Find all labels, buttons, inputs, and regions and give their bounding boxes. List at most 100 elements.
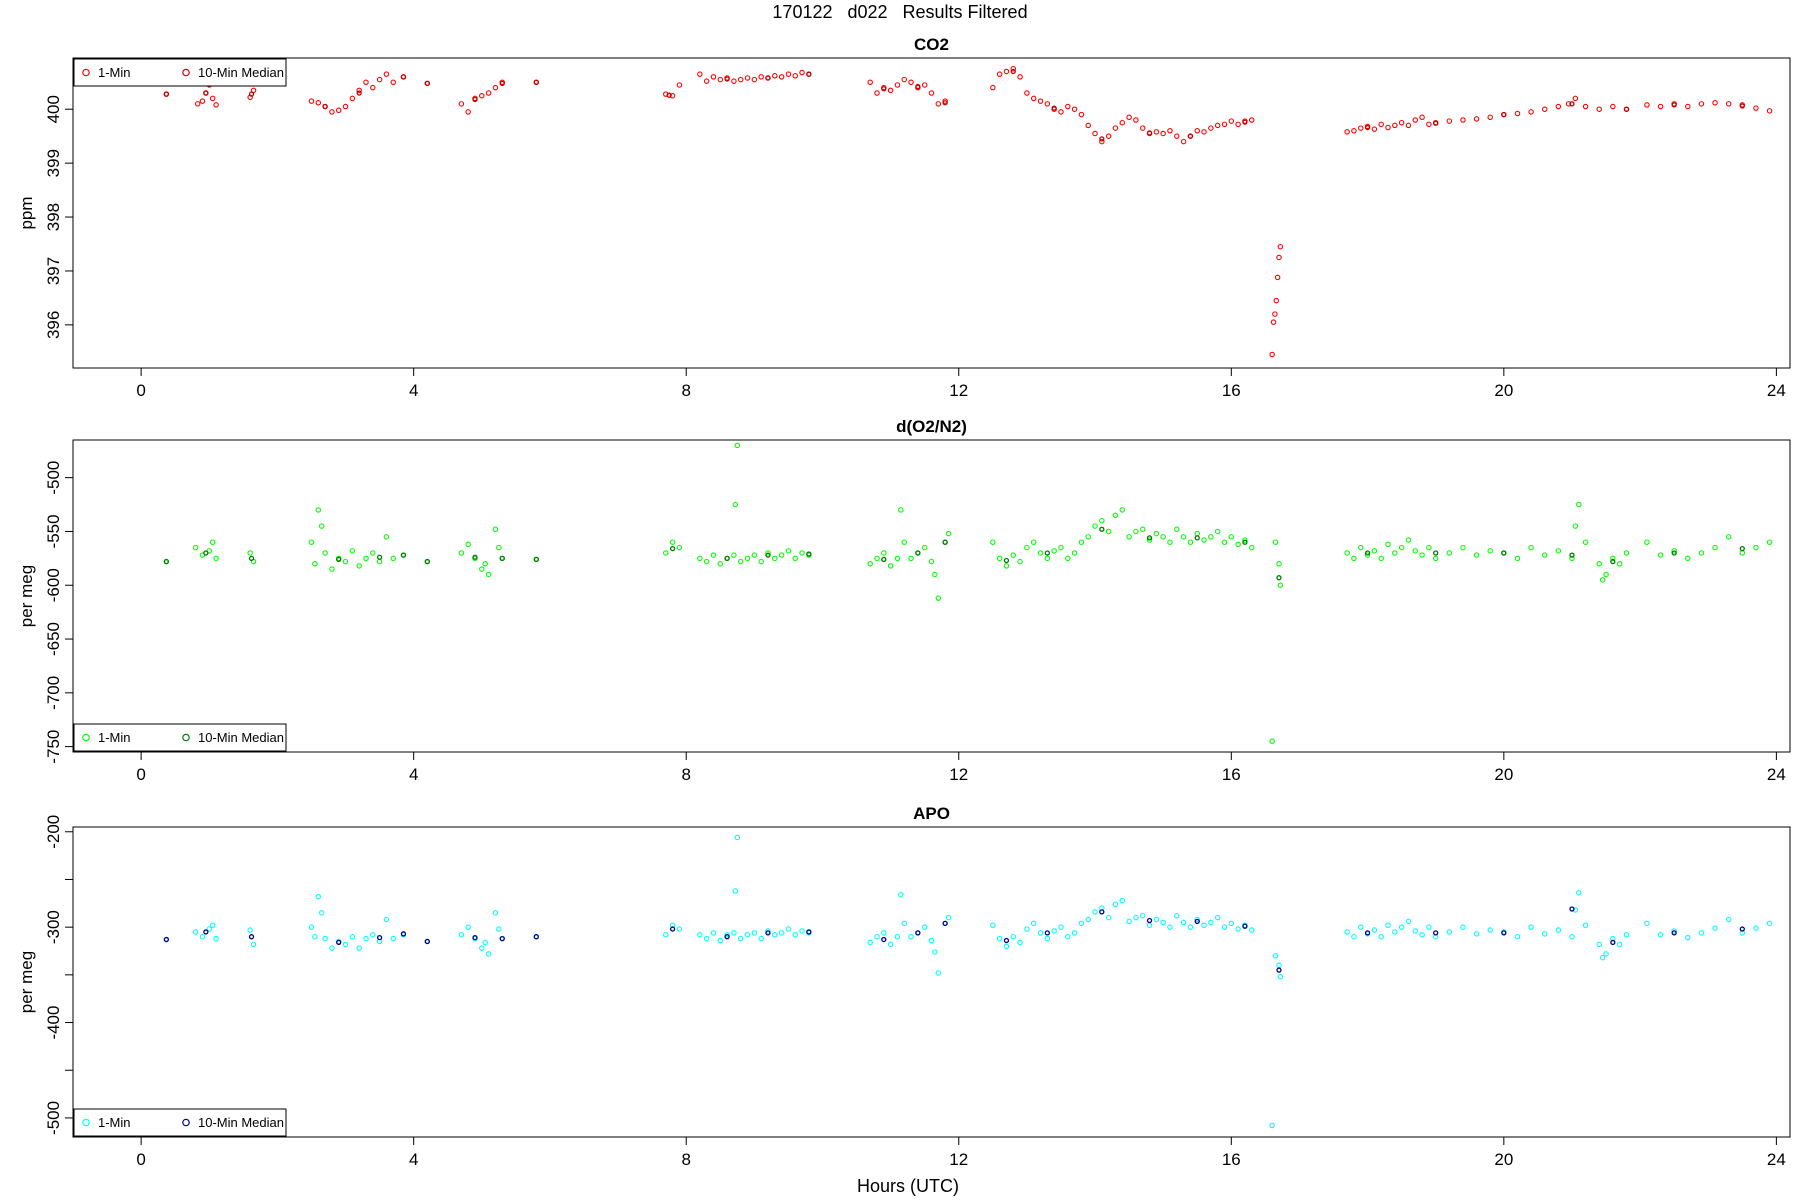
data-point: [1269, 738, 1275, 744]
data-point: [942, 920, 948, 926]
data-point: [935, 595, 942, 601]
data-point: [710, 74, 717, 80]
data-point: [349, 933, 356, 940]
data-point: [1139, 125, 1146, 131]
data-point: [772, 932, 778, 938]
data-point: [400, 74, 407, 80]
data-point: [785, 71, 792, 77]
data-point: [1405, 918, 1412, 925]
data-point: [744, 932, 751, 938]
data-point: [1405, 537, 1412, 543]
data-point: [935, 101, 942, 107]
data-point: [465, 541, 471, 548]
data-point: [1541, 552, 1548, 558]
data-point: [1753, 544, 1759, 551]
data-point: [1058, 924, 1064, 930]
data-point: [1126, 114, 1132, 121]
data-point: [1610, 558, 1616, 565]
data-point: [376, 76, 383, 83]
data-point: [785, 926, 792, 932]
x-tick-label: 4: [409, 765, 418, 784]
data-point: [1371, 548, 1378, 554]
data-point: [472, 934, 478, 941]
data-point: [676, 82, 683, 88]
legend-label: 10-Min Median: [198, 1115, 284, 1130]
data-point: [1208, 534, 1214, 540]
data-point: [663, 550, 669, 556]
data-point: [1685, 934, 1691, 941]
data-point: [1473, 931, 1480, 937]
data-point: [1201, 922, 1207, 928]
data-point: [1364, 930, 1371, 936]
data-point: [1657, 552, 1664, 558]
x-tick-label: 8: [681, 1150, 690, 1169]
data-point: [213, 935, 219, 942]
x-tick-label: 12: [949, 1150, 968, 1169]
data-point: [898, 891, 904, 898]
data-point: [1460, 924, 1466, 930]
data-point: [703, 78, 710, 84]
data-point: [928, 937, 935, 944]
data-point: [942, 98, 948, 104]
data-point: [356, 87, 362, 94]
data-point: [1432, 555, 1439, 562]
data-point: [376, 554, 383, 560]
x-tick-label: 4: [409, 1150, 418, 1169]
data-point: [1112, 512, 1119, 519]
x-tick-label: 20: [1494, 765, 1513, 784]
data-point: [1010, 68, 1016, 75]
data-point: [778, 930, 785, 936]
data-point: [1344, 929, 1350, 935]
data-point: [778, 74, 785, 80]
data-point: [383, 534, 390, 540]
legend: 1-Min 10-Min Median: [73, 1108, 287, 1137]
data-point: [990, 922, 996, 928]
data-point: [533, 556, 539, 563]
data-point: [315, 507, 322, 513]
data-point: [1276, 967, 1282, 973]
data-point: [1146, 130, 1153, 136]
data-point: [1371, 126, 1378, 132]
data-point: [533, 79, 539, 85]
data-point: [867, 79, 873, 86]
data-point: [209, 922, 216, 928]
data-point: [1657, 103, 1664, 110]
data-point: [1398, 924, 1405, 930]
data-point: [799, 69, 805, 76]
data-point: [765, 75, 771, 81]
data-point: [248, 555, 255, 561]
data-point: [717, 937, 724, 944]
data-point: [1392, 929, 1398, 935]
data-point: [1030, 539, 1037, 545]
data-point: [1572, 523, 1579, 529]
data-point: [1051, 928, 1057, 934]
x-tick-label: 20: [1494, 381, 1513, 400]
data-point: [458, 550, 465, 556]
y-tick-label: -500: [44, 461, 63, 495]
data-point: [356, 563, 362, 569]
data-point: [1569, 555, 1575, 562]
y-tick-label: 400: [44, 95, 63, 123]
x-tick-label: 8: [681, 381, 690, 400]
data-point: [1616, 560, 1623, 567]
data-point: [1698, 550, 1705, 556]
data-point: [1351, 933, 1357, 940]
data-point: [874, 555, 880, 562]
legend: 1-Min 10-Min Median: [73, 723, 287, 752]
data-point: [247, 927, 253, 933]
x-tick-label: 0: [136, 1150, 145, 1169]
data-point: [867, 939, 873, 946]
data-point: [1242, 119, 1248, 125]
data-point: [928, 90, 935, 96]
data-point: [758, 74, 764, 80]
data-point: [1003, 563, 1010, 569]
plot-frame: [72, 57, 1791, 369]
legend-marker: [82, 1118, 90, 1127]
data-point: [199, 98, 206, 104]
chart-panel-2: d(O2/N2) 0 4 8 12 16 20 24 -750 -700 -650 -600 -550 -…: [17, 417, 1791, 784]
data-point: [1167, 128, 1173, 134]
data-point: [1037, 98, 1044, 104]
data-point: [335, 107, 342, 114]
